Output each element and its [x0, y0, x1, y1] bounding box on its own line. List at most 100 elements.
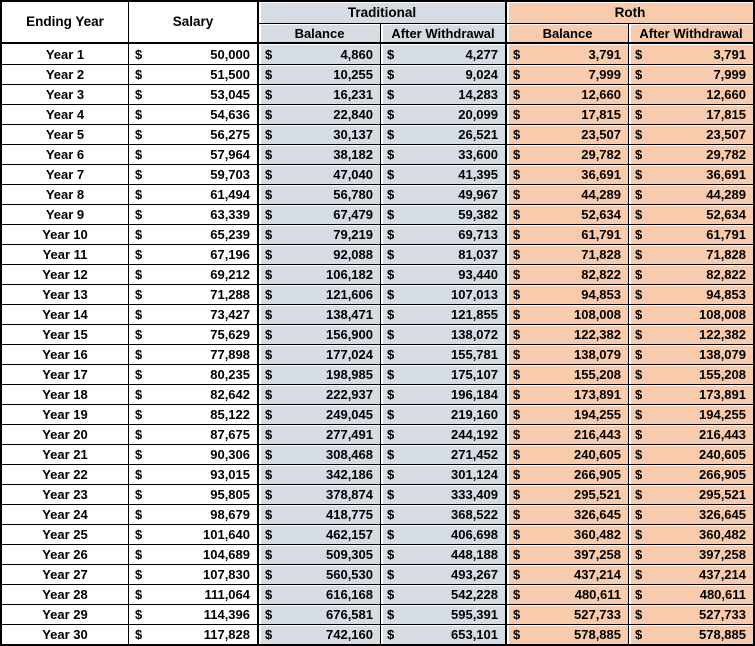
currency-symbol: $	[387, 67, 395, 82]
cell-roth-balance: $3,791	[505, 44, 628, 64]
year-label: Year 23	[42, 487, 88, 502]
cell-traditional-balance: $79,219	[257, 224, 380, 244]
year-label: Year 5	[45, 127, 85, 142]
cell-traditional-after-withdrawal: $219,160	[380, 404, 505, 424]
currency-symbol: $	[265, 607, 273, 622]
amount-value: 676,581	[326, 607, 373, 622]
amount-value: 61,494	[210, 187, 250, 202]
currency-symbol: $	[513, 46, 521, 62]
currency-symbol: $	[265, 207, 273, 222]
cell-roth-balance: $94,853	[505, 284, 628, 304]
cell-traditional-balance: $38,182	[257, 144, 380, 164]
group-header-roth: Roth	[505, 2, 753, 23]
cell-salary: $63,339	[128, 204, 257, 224]
amount-value: 4,860	[340, 46, 373, 62]
amount-value: 71,828	[706, 247, 746, 262]
cell-traditional-after-withdrawal: $9,024	[380, 64, 505, 84]
currency-symbol: $	[513, 567, 521, 582]
currency-symbol: $	[513, 187, 521, 202]
cell-salary: $87,675	[128, 424, 257, 444]
cell-traditional-after-withdrawal: $542,228	[380, 584, 505, 604]
cell-traditional-balance: $342,186	[257, 464, 380, 484]
currency-symbol: $	[635, 507, 643, 522]
amount-value: 93,015	[210, 467, 250, 482]
amount-value: 82,822	[581, 267, 621, 282]
amount-value: 527,733	[574, 607, 621, 622]
cell-traditional-balance: $177,024	[257, 344, 380, 364]
cell-roth-after-withdrawal: $36,691	[628, 164, 753, 184]
cell-ending-year: Year 23	[2, 484, 128, 504]
cell-ending-year: Year 10	[2, 224, 128, 244]
cell-roth-after-withdrawal: $71,828	[628, 244, 753, 264]
cell-roth-after-withdrawal: $138,079	[628, 344, 753, 364]
currency-symbol: $	[635, 527, 643, 542]
currency-symbol: $	[635, 427, 643, 442]
amount-value: 509,305	[326, 547, 373, 562]
currency-symbol: $	[135, 627, 143, 642]
amount-value: 10,255	[333, 67, 373, 82]
currency-symbol: $	[513, 207, 521, 222]
currency-symbol: $	[635, 87, 643, 102]
currency-symbol: $	[265, 347, 273, 362]
year-label: Year 10	[42, 227, 88, 242]
cell-salary: $61,494	[128, 184, 257, 204]
cell-roth-after-withdrawal: $173,891	[628, 384, 753, 404]
amount-value: 94,853	[581, 287, 621, 302]
amount-value: 56,275	[210, 127, 250, 142]
cell-roth-balance: $326,645	[505, 504, 628, 524]
cell-roth-after-withdrawal: $527,733	[628, 604, 753, 624]
amount-value: 51,500	[210, 67, 250, 82]
amount-value: 117,828	[203, 627, 250, 642]
currency-symbol: $	[135, 87, 143, 102]
cell-traditional-balance: $56,780	[257, 184, 380, 204]
cell-roth-after-withdrawal: $437,214	[628, 564, 753, 584]
cell-traditional-balance: $560,530	[257, 564, 380, 584]
amount-value: 69,212	[210, 267, 250, 282]
currency-symbol: $	[387, 107, 395, 122]
cell-roth-balance: $108,008	[505, 304, 628, 324]
currency-symbol: $	[387, 307, 395, 322]
cell-traditional-balance: $22,840	[257, 104, 380, 124]
cell-ending-year: Year 4	[2, 104, 128, 124]
cell-salary: $90,306	[128, 444, 257, 464]
amount-value: 155,208	[574, 367, 621, 382]
currency-symbol: $	[635, 287, 643, 302]
year-label: Year 15	[42, 327, 88, 342]
year-label: Year 26	[42, 547, 88, 562]
currency-symbol: $	[513, 167, 521, 182]
cell-roth-balance: $240,605	[505, 444, 628, 464]
cell-salary: $77,898	[128, 344, 257, 364]
year-label: Year 4	[45, 107, 85, 122]
currency-symbol: $	[635, 487, 643, 502]
currency-symbol: $	[135, 187, 143, 202]
amount-value: 81,037	[458, 247, 498, 262]
currency-symbol: $	[513, 327, 521, 342]
amount-value: 138,072	[451, 327, 498, 342]
currency-symbol: $	[265, 587, 273, 602]
amount-value: 194,255	[574, 407, 621, 422]
currency-symbol: $	[387, 427, 395, 442]
amount-value: 22,840	[333, 107, 373, 122]
currency-symbol: $	[635, 367, 643, 382]
amount-value: 173,891	[574, 387, 621, 402]
year-label: Year 21	[42, 447, 88, 462]
year-label: Year 29	[42, 607, 88, 622]
cell-roth-after-withdrawal: $7,999	[628, 64, 753, 84]
year-label: Year 22	[42, 467, 88, 482]
cell-traditional-balance: $222,937	[257, 384, 380, 404]
amount-value: 266,905	[699, 467, 746, 482]
cell-roth-after-withdrawal: $155,208	[628, 364, 753, 384]
year-label: Year 9	[45, 207, 85, 222]
amount-value: 107,830	[203, 567, 250, 582]
cell-ending-year: Year 1	[2, 44, 128, 64]
currency-symbol: $	[265, 427, 273, 442]
year-label: Year 17	[42, 367, 88, 382]
amount-value: 578,885	[574, 627, 621, 642]
currency-symbol: $	[635, 347, 643, 362]
currency-symbol: $	[135, 387, 143, 402]
column-header-ending-year: Ending Year	[2, 2, 128, 44]
currency-symbol: $	[265, 367, 273, 382]
amount-value: 82,822	[706, 267, 746, 282]
amount-value: 326,645	[574, 507, 621, 522]
currency-symbol: $	[513, 367, 521, 382]
